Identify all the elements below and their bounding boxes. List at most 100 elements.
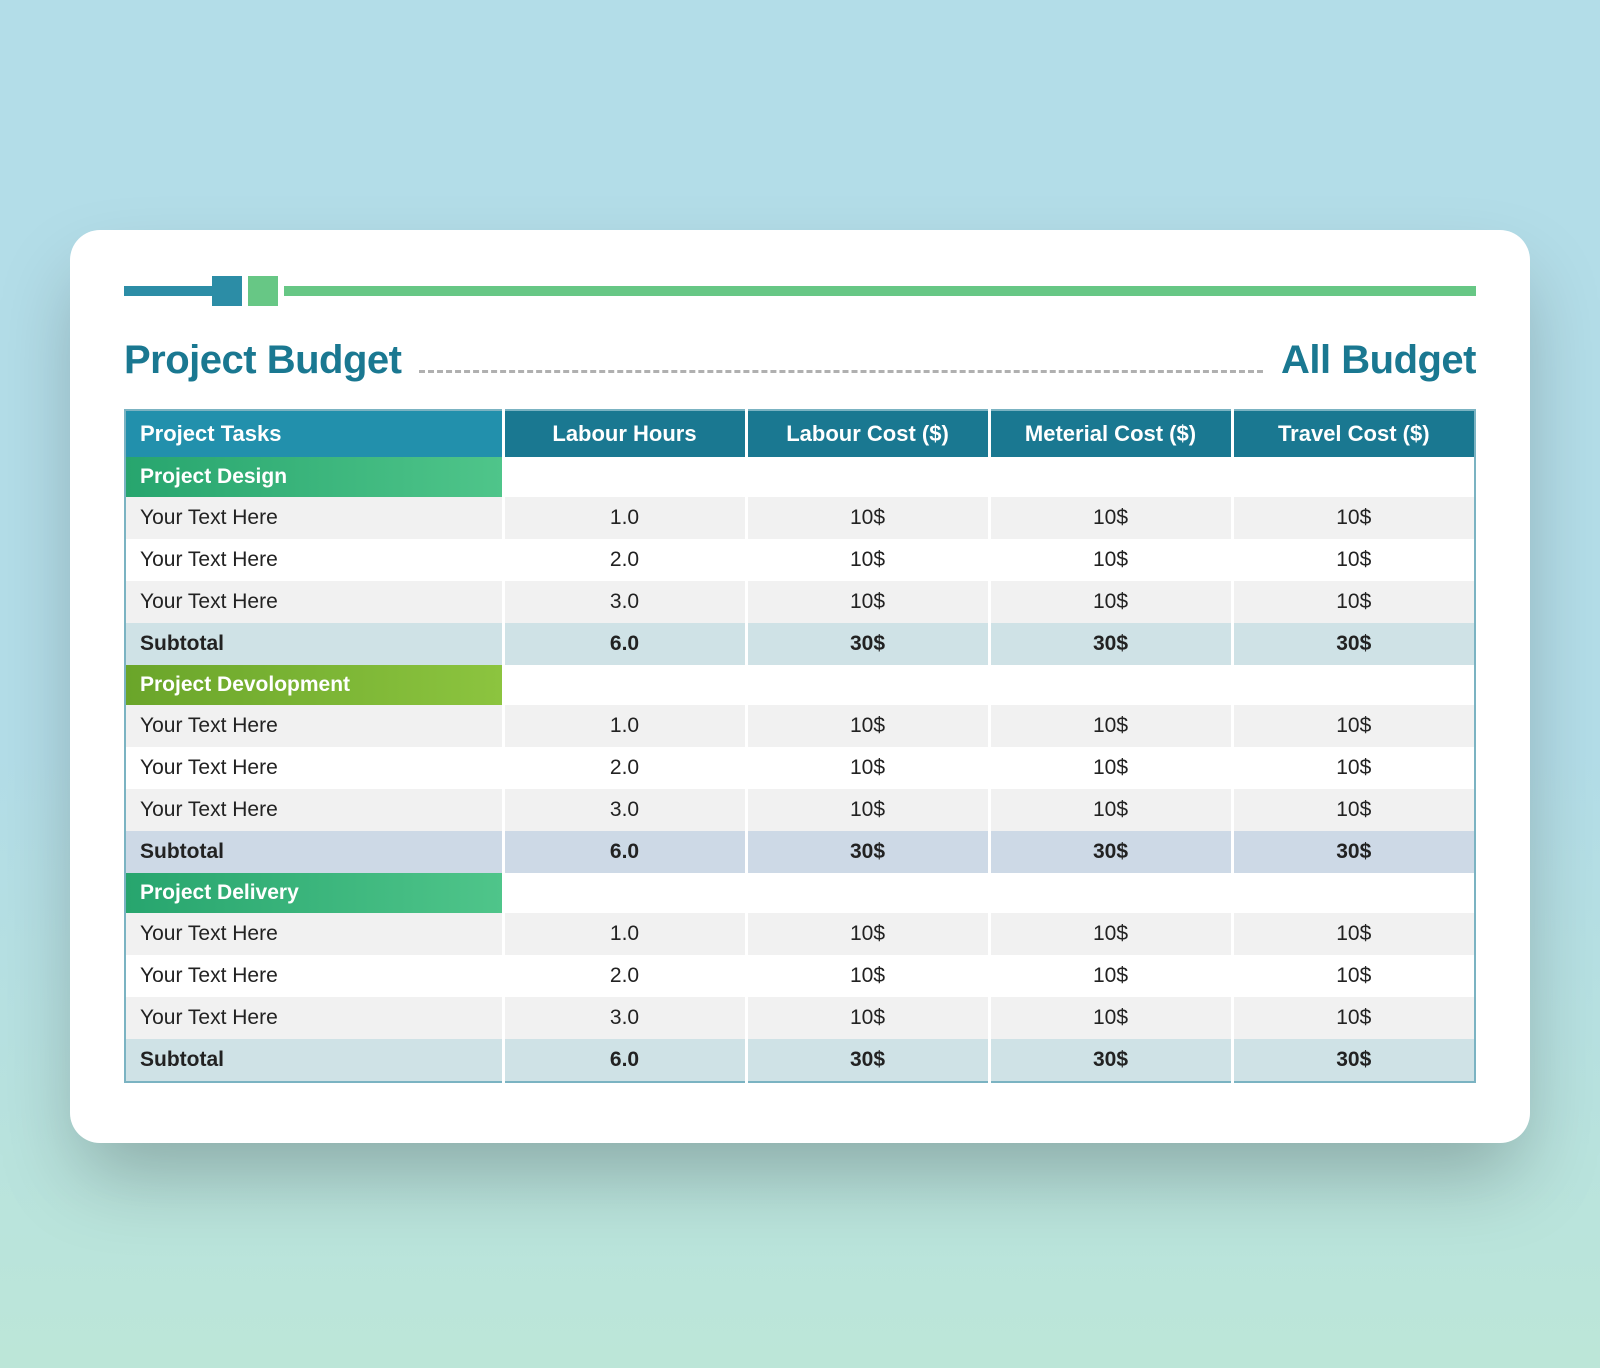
- cell-labour: 10$: [746, 789, 989, 831]
- subtotal-label: Subtotal: [125, 831, 503, 873]
- cell-travel: 10$: [1232, 705, 1475, 747]
- subtotal-travel: 30$: [1232, 831, 1475, 873]
- cell-task: Your Text Here: [125, 789, 503, 831]
- section-header-row: Project Design: [125, 457, 1475, 497]
- cell-labour: 10$: [746, 747, 989, 789]
- cell-hours: 3.0: [503, 997, 746, 1039]
- subtotal-row: Subtotal6.030$30$30$: [125, 1039, 1475, 1082]
- cell-travel: 10$: [1232, 497, 1475, 539]
- cell-material: 10$: [989, 581, 1232, 623]
- cell-task: Your Text Here: [125, 913, 503, 955]
- cell-hours: 3.0: [503, 789, 746, 831]
- cell-material: 10$: [989, 539, 1232, 581]
- table-row: Your Text Here2.010$10$10$: [125, 955, 1475, 997]
- cell-material: 10$: [989, 705, 1232, 747]
- table-row: Your Text Here2.010$10$10$: [125, 747, 1475, 789]
- section-blank-cell: [1232, 665, 1475, 705]
- col-header-labour: Labour Cost ($): [746, 410, 989, 457]
- section-blank-cell: [989, 873, 1232, 913]
- subtotal-row: Subtotal6.030$30$30$: [125, 623, 1475, 665]
- cell-task: Your Text Here: [125, 705, 503, 747]
- cell-material: 10$: [989, 497, 1232, 539]
- subtotal-row: Subtotal6.030$30$30$: [125, 831, 1475, 873]
- topbar-teal-line: [124, 286, 224, 296]
- page-title-left: Project Budget: [124, 338, 401, 383]
- subtotal-label: Subtotal: [125, 623, 503, 665]
- subtotal-travel: 30$: [1232, 623, 1475, 665]
- section-blank-cell: [503, 665, 746, 705]
- cell-hours: 3.0: [503, 581, 746, 623]
- section-blank-cell: [746, 873, 989, 913]
- cell-labour: 10$: [746, 955, 989, 997]
- subtotal-material: 30$: [989, 1039, 1232, 1082]
- cell-material: 10$: [989, 955, 1232, 997]
- cell-task: Your Text Here: [125, 497, 503, 539]
- subtotal-labour: 30$: [746, 1039, 989, 1082]
- cell-travel: 10$: [1232, 747, 1475, 789]
- col-header-hours: Labour Hours: [503, 410, 746, 457]
- subtotal-travel: 30$: [1232, 1039, 1475, 1082]
- table-row: Your Text Here3.010$10$10$: [125, 789, 1475, 831]
- section-blank-cell: [989, 457, 1232, 497]
- page-title-right: All Budget: [1281, 338, 1476, 383]
- table-body: Project DesignYour Text Here1.010$10$10$…: [125, 457, 1475, 1082]
- section-header-row: Project Delivery: [125, 873, 1475, 913]
- cell-hours: 1.0: [503, 913, 746, 955]
- subtotal-material: 30$: [989, 623, 1232, 665]
- topbar-green-square: [248, 276, 278, 306]
- cell-labour: 10$: [746, 913, 989, 955]
- table-header-row: Project Tasks Labour Hours Labour Cost (…: [125, 410, 1475, 457]
- cell-travel: 10$: [1232, 581, 1475, 623]
- title-dashed-rule: [419, 370, 1263, 373]
- subtotal-hours: 6.0: [503, 1039, 746, 1082]
- subtotal-labour: 30$: [746, 623, 989, 665]
- subtotal-material: 30$: [989, 831, 1232, 873]
- decorative-topbar: [124, 274, 1476, 308]
- subtotal-hours: 6.0: [503, 831, 746, 873]
- section-blank-cell: [1232, 873, 1475, 913]
- cell-task: Your Text Here: [125, 539, 503, 581]
- cell-task: Your Text Here: [125, 581, 503, 623]
- cell-labour: 10$: [746, 997, 989, 1039]
- section-label: Project Devolopment: [125, 665, 503, 705]
- table-row: Your Text Here1.010$10$10$: [125, 497, 1475, 539]
- subtotal-labour: 30$: [746, 831, 989, 873]
- cell-travel: 10$: [1232, 955, 1475, 997]
- title-row: Project Budget All Budget: [124, 338, 1476, 383]
- table-row: Your Text Here1.010$10$10$: [125, 705, 1475, 747]
- cell-travel: 10$: [1232, 997, 1475, 1039]
- budget-card: Project Budget All Budget Project Tasks …: [70, 230, 1530, 1143]
- table-row: Your Text Here3.010$10$10$: [125, 581, 1475, 623]
- subtotal-label: Subtotal: [125, 1039, 503, 1082]
- cell-task: Your Text Here: [125, 955, 503, 997]
- section-blank-cell: [503, 873, 746, 913]
- subtotal-hours: 6.0: [503, 623, 746, 665]
- cell-travel: 10$: [1232, 789, 1475, 831]
- cell-material: 10$: [989, 747, 1232, 789]
- cell-labour: 10$: [746, 581, 989, 623]
- budget-table: Project Tasks Labour Hours Labour Cost (…: [124, 409, 1476, 1083]
- cell-material: 10$: [989, 997, 1232, 1039]
- cell-material: 10$: [989, 789, 1232, 831]
- cell-task: Your Text Here: [125, 997, 503, 1039]
- cell-hours: 1.0: [503, 705, 746, 747]
- cell-labour: 10$: [746, 539, 989, 581]
- table-row: Your Text Here1.010$10$10$: [125, 913, 1475, 955]
- cell-task: Your Text Here: [125, 747, 503, 789]
- cell-travel: 10$: [1232, 913, 1475, 955]
- col-header-tasks: Project Tasks: [125, 410, 503, 457]
- cell-material: 10$: [989, 913, 1232, 955]
- section-label: Project Delivery: [125, 873, 503, 913]
- section-blank-cell: [746, 457, 989, 497]
- cell-hours: 2.0: [503, 539, 746, 581]
- cell-labour: 10$: [746, 497, 989, 539]
- topbar-green-line: [284, 286, 1476, 296]
- table-row: Your Text Here2.010$10$10$: [125, 539, 1475, 581]
- cell-hours: 2.0: [503, 955, 746, 997]
- cell-hours: 1.0: [503, 497, 746, 539]
- table-row: Your Text Here3.010$10$10$: [125, 997, 1475, 1039]
- cell-travel: 10$: [1232, 539, 1475, 581]
- cell-labour: 10$: [746, 705, 989, 747]
- cell-hours: 2.0: [503, 747, 746, 789]
- topbar-teal-square: [212, 276, 242, 306]
